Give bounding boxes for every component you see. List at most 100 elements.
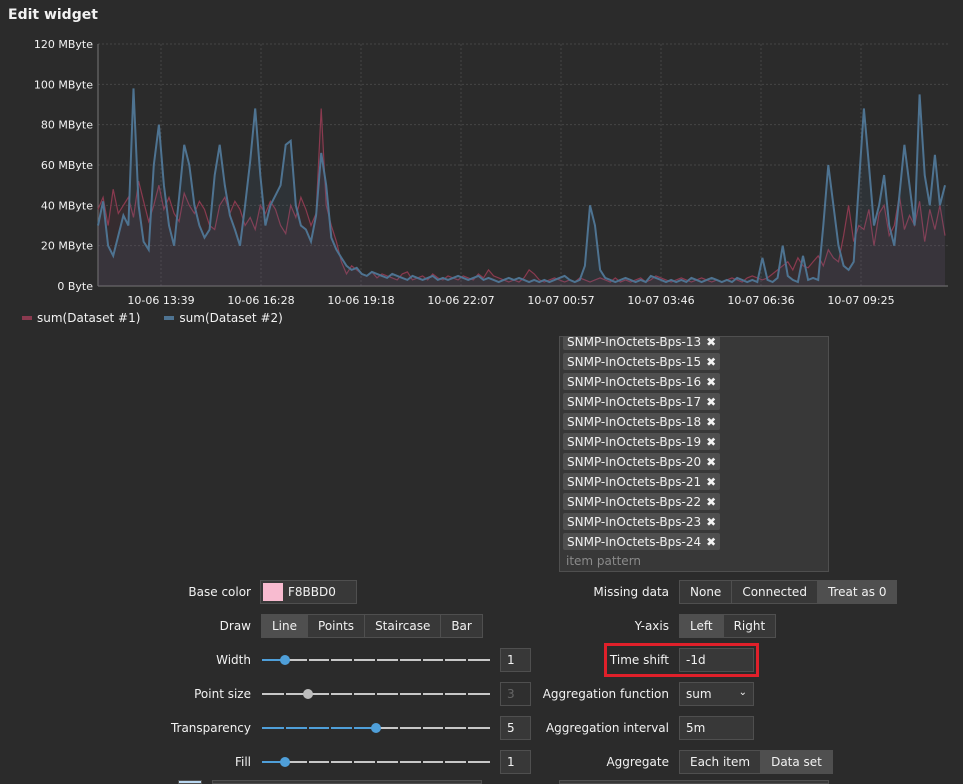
slider-fill — [262, 761, 285, 763]
y-tick-label: 60 MByte — [41, 159, 93, 172]
missing-data-option-connected[interactable]: Connected — [732, 581, 818, 603]
slider-tick — [443, 727, 446, 729]
draw-option-line[interactable]: Line — [262, 615, 309, 637]
legend-swatch-dataset-2 — [164, 316, 175, 320]
item-pattern-tag-label: SNMP-InOctets-Bps-21 — [567, 474, 702, 489]
missing-data-option-none[interactable]: None — [680, 581, 733, 603]
missing-data-option-treat-as-0[interactable]: Treat as 0 — [817, 581, 897, 603]
base-color-swatch[interactable] — [263, 583, 283, 601]
draw-option-staircase[interactable]: Staircase — [365, 615, 442, 637]
slider-tick — [375, 659, 377, 661]
item-pattern-tag: SNMP-InOctets-Bps-16 ✖ — [563, 373, 721, 390]
transparency-label: Transparency — [170, 721, 251, 735]
chevron-down-icon: ⌄ — [738, 687, 747, 698]
graph-preview: 0 Byte 20 MByte 40 MByte 60 MByte 80 MByte 10… — [34, 38, 948, 307]
slider-thumb[interactable] — [302, 689, 313, 699]
slider-tick — [466, 727, 469, 729]
base-color-value: F8BBD0 — [288, 585, 336, 599]
x-tick-label: 10-07 03:46 — [627, 294, 694, 307]
x-tick-label: 10-06 16:28 — [227, 294, 294, 307]
item-pattern-tag-label: SNMP-InOctets-Bps-23 — [567, 514, 702, 529]
transparency-slider[interactable] — [262, 722, 490, 734]
legend-item-dataset-1: sum(Dataset #1) — [22, 311, 140, 325]
slider-tick — [352, 727, 355, 729]
remove-tag-icon[interactable]: ✖ — [706, 434, 717, 449]
draw-option-points[interactable]: Points — [308, 615, 366, 637]
item-pattern-tag-label: SNMP-InOctets-Bps-22 — [567, 494, 702, 509]
legend-swatch-dataset-1 — [22, 316, 32, 320]
legend-label-dataset-1: sum(Dataset #1) — [37, 311, 141, 325]
aggregate-option-data-set[interactable]: Data set — [761, 751, 832, 773]
slider-tick — [283, 727, 286, 729]
time-shift-highlight — [604, 643, 759, 677]
aggregation-function-select[interactable]: sum ⌄ — [679, 682, 754, 706]
item-pattern-tag-label: SNMP-InOctets-Bps-16 — [567, 374, 702, 389]
aggregation-interval-label: Aggregation interval — [545, 721, 669, 735]
y-axis-option-right[interactable]: Right — [723, 615, 776, 637]
remove-tag-icon[interactable]: ✖ — [706, 354, 717, 369]
slider-thumb[interactable] — [279, 757, 290, 767]
y-tick-label: 20 MByte — [41, 240, 93, 253]
item-pattern-tag: SNMP-InOctets-Bps-22 ✖ — [563, 493, 721, 510]
item-pattern-placeholder[interactable]: item pattern — [566, 554, 642, 568]
next-dataset-color-chip[interactable] — [178, 780, 202, 784]
remove-tag-icon[interactable]: ✖ — [706, 474, 717, 489]
draw-label: Draw — [219, 619, 251, 633]
transparency-input[interactable]: 5 — [500, 716, 531, 740]
remove-tag-icon[interactable]: ✖ — [706, 394, 717, 409]
slider-tick — [375, 761, 377, 763]
point-size-slider[interactable] — [262, 688, 490, 700]
y-tick-label: 40 MByte — [41, 199, 93, 212]
slider-tick — [420, 727, 423, 729]
chart-legend: sum(Dataset #1) sum(Dataset #2) — [22, 311, 283, 325]
remove-tag-icon[interactable]: ✖ — [706, 514, 717, 529]
item-pattern-tag-label: SNMP-InOctets-Bps-13 — [567, 336, 702, 349]
remove-tag-icon[interactable]: ✖ — [706, 414, 717, 429]
time-shift-input[interactable]: -1d — [679, 648, 754, 672]
slider-fill — [262, 659, 285, 661]
remove-tag-icon[interactable]: ✖ — [706, 454, 717, 469]
aggregation-function-label: Aggregation function — [542, 687, 669, 701]
item-pattern-tag-label: SNMP-InOctets-Bps-18 — [567, 414, 702, 429]
aggregate-label: Aggregate — [606, 755, 669, 769]
base-color-label: Base color — [188, 585, 251, 599]
remove-tag-icon[interactable]: ✖ — [706, 534, 717, 549]
item-pattern-tag: SNMP-InOctets-Bps-19 ✖ — [563, 433, 721, 450]
width-slider[interactable] — [262, 654, 490, 666]
point-size-label: Point size — [194, 687, 251, 701]
item-pattern-multiselect[interactable]: SNMP-InOctets-Bps-24 ✖ SNMP-InOctets-Bps-2… — [559, 336, 829, 572]
aggregation-interval-input[interactable]: 5m — [679, 716, 754, 740]
aggregate-selector: Each item Data set — [679, 750, 833, 774]
aggregate-option-each-item[interactable]: Each item — [680, 751, 762, 773]
y-tick-label: 100 MByte — [34, 78, 93, 91]
x-tick-label: 10-07 09:25 — [827, 294, 894, 307]
aggregation-function-value: sum — [686, 687, 712, 701]
slider-tick — [352, 659, 355, 661]
slider-thumb[interactable] — [371, 723, 381, 733]
fill-input[interactable]: 1 — [500, 750, 531, 774]
y-axis-selector: Left Right — [679, 614, 777, 638]
item-pattern-tag-label: SNMP-InOctets-Bps-24 — [567, 534, 702, 549]
remove-tag-icon[interactable]: ✖ — [706, 374, 717, 389]
next-dataset-host-pattern[interactable] — [212, 780, 482, 784]
slider-tick — [397, 761, 400, 763]
draw-option-bar[interactable]: Bar — [441, 615, 482, 637]
slider-tick — [443, 761, 446, 763]
next-dataset-item-pattern[interactable] — [559, 780, 829, 784]
y-axis-option-left[interactable]: Left — [680, 615, 724, 637]
series-area-1 — [98, 108, 945, 286]
remove-tag-icon[interactable]: ✖ — [706, 494, 717, 509]
item-pattern-tag-label: SNMP-InOctets-Bps-17 — [567, 394, 702, 409]
fill-slider[interactable] — [262, 756, 490, 768]
item-pattern-tag: SNMP-InOctets-Bps-18 ✖ — [563, 413, 721, 430]
slider-thumb[interactable] — [279, 655, 290, 665]
slider-tick — [420, 659, 423, 661]
base-color-picker[interactable]: F8BBD0 — [260, 580, 357, 604]
point-size-input[interactable]: 3 — [500, 682, 531, 706]
time-shift-label: Time shift — [609, 653, 669, 667]
remove-tag-icon[interactable]: ✖ — [706, 336, 717, 349]
item-pattern-tag: SNMP-InOctets-Bps-20 ✖ — [563, 453, 721, 470]
slider-tick — [420, 761, 423, 763]
width-input[interactable]: 1 — [500, 648, 531, 672]
legend-label-dataset-2: sum(Dataset #2) — [179, 311, 283, 325]
